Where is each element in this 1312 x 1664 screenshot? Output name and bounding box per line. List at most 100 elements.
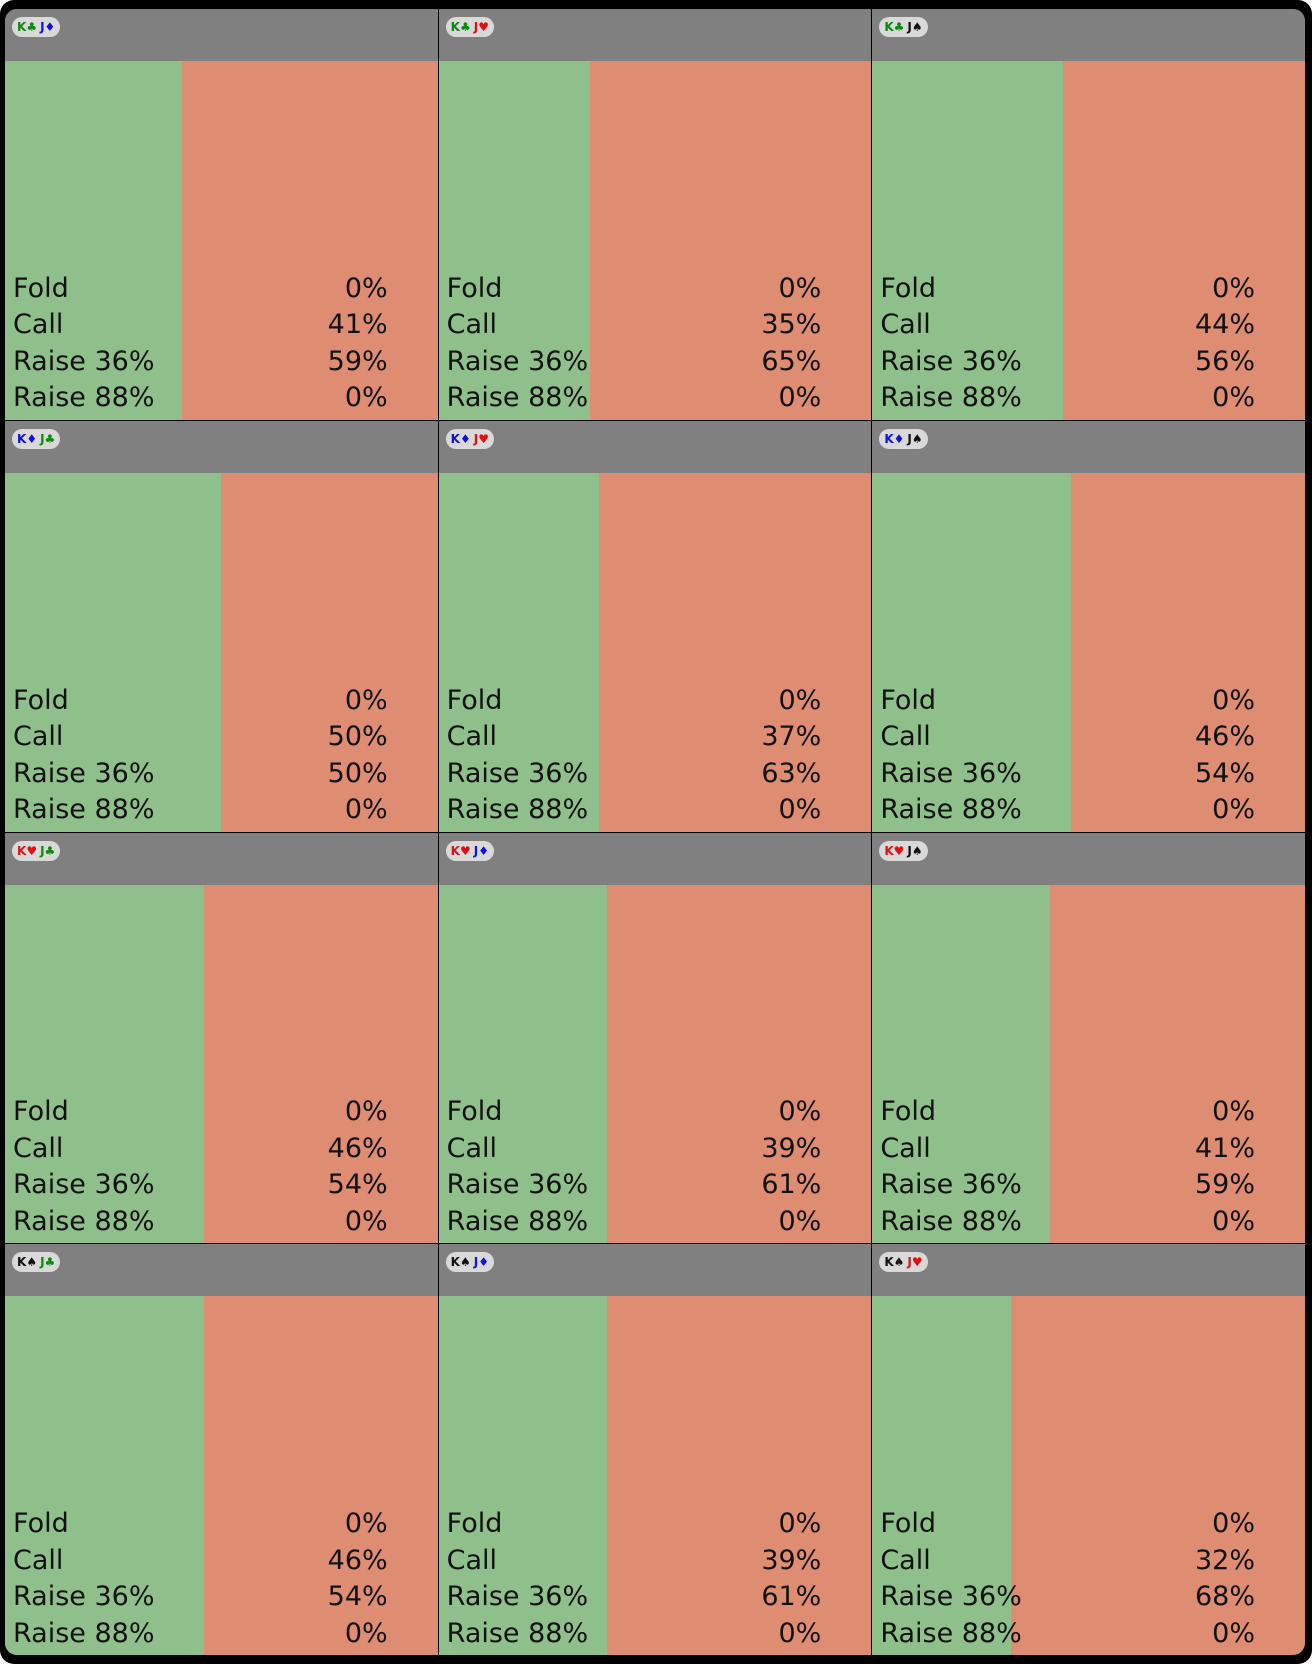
raise-36-row: Raise 36% 68% (880, 1579, 1255, 1616)
raise-88-value: 0% (1212, 794, 1255, 825)
raise-88-value: 0% (344, 794, 388, 825)
card-1: K ♣ (451, 17, 471, 37)
action-stats: Fold 0% Call 41% Raise 36% 59% Raise 88%… (880, 1094, 1255, 1240)
fold-row: Fold 0% (880, 1094, 1255, 1131)
card-1-suit-icon: ♦ (459, 431, 471, 446)
card-2-rank: J (40, 843, 45, 858)
call-label: Call (880, 721, 931, 752)
call-value: 32% (1194, 1544, 1255, 1576)
card-1-rank: K (17, 20, 27, 34)
call-label: Call (880, 1132, 931, 1164)
hand-cell[interactable]: K ♣ J ♦ Fold 0% Call 41% Raise 36% 59% (5, 9, 438, 420)
hand-combo-badge: K ♦ J ♥ (445, 428, 494, 449)
call-value: 41% (327, 309, 388, 341)
raise-36-label: Raise 36% (13, 1169, 155, 1201)
call-frequency-fill (5, 884, 205, 1244)
card-1: K ♣ (884, 17, 904, 37)
call-value: 46% (327, 1544, 388, 1576)
raise-36-label: Raise 36% (446, 1581, 589, 1612)
card-2-rank: J (907, 1255, 912, 1270)
raise-36-value: 54% (327, 1169, 388, 1201)
call-frequency-fill (872, 472, 1072, 832)
hand-header: K ♦ J ♠ (872, 420, 1305, 473)
card-1-suit-icon: ♦ (893, 431, 905, 446)
card-1-rank: K (884, 843, 894, 858)
hand-header: K ♠ J ♦ (438, 1244, 872, 1297)
action-stats: Fold 0% Call 37% Raise 36% 63% Raise 88%… (447, 683, 822, 829)
hand-cell[interactable]: K ♠ J ♥ Fold 0% Call 32% Raise 36% 68% (872, 1244, 1305, 1655)
fold-value: 0% (344, 1096, 388, 1128)
raise-36-row: Raise 36% 54% (13, 1167, 388, 1204)
fold-label: Fold (13, 684, 69, 716)
hand-cell[interactable]: K ♣ J ♥ Fold 0% Call 35% Raise 36% 65% (438, 9, 872, 420)
raise-88-row: Raise 88% 0% (447, 1204, 822, 1241)
raise-36-label: Raise 36% (880, 1169, 1022, 1201)
hand-combo-badge: K ♣ J ♦ (12, 17, 61, 37)
raise-88-row: Raise 88% 0% (13, 1204, 388, 1241)
call-row: Call 35% (447, 307, 822, 344)
raise-36-row: Raise 36% 50% (13, 756, 388, 793)
card-2: J ♦ (40, 17, 55, 37)
raise-88-value: 0% (1212, 1617, 1255, 1649)
raise-36-value: 56% (1194, 345, 1255, 377)
raise-36-value: 63% (761, 757, 822, 789)
hand-cell[interactable]: K ♥ J ♠ Fold 0% Call 41% Raise 36% 59% (872, 832, 1305, 1244)
raise-88-value: 0% (778, 1617, 822, 1649)
hand-combo-badge: K ♦ J ♠ (879, 428, 928, 449)
raise-36-row: Raise 36% 54% (880, 756, 1255, 793)
raise-88-label: Raise 88% (446, 1205, 589, 1237)
raise-36-value: 54% (1194, 757, 1255, 789)
fold-label: Fold (446, 272, 503, 304)
fold-value: 0% (778, 272, 822, 304)
raise-88-row: Raise 88% 0% (880, 792, 1255, 829)
card-1: K ♦ (17, 429, 37, 449)
card-2-suit-icon: ♠ (911, 431, 923, 446)
hand-combo-badge: K ♥ J ♣ (12, 840, 61, 861)
raise-88-row: Raise 88% 0% (447, 792, 822, 829)
raise-88-row: Raise 88% 0% (880, 380, 1255, 417)
card-2-rank: J (40, 1255, 45, 1270)
raise-36-label: Raise 36% (446, 1169, 589, 1201)
fold-value: 0% (344, 272, 388, 304)
hand-combo-badge: K ♥ J ♦ (445, 840, 494, 861)
hand-cell[interactable]: K ♣ J ♠ Fold 0% Call 44% Raise 36% 56% (872, 9, 1305, 420)
hand-cell[interactable]: K ♦ J ♥ Fold 0% Call 37% Raise 36% 63% (438, 420, 872, 832)
raise-88-row: Raise 88% 0% (880, 1204, 1255, 1241)
call-row: Call 41% (880, 1131, 1255, 1168)
hand-cell[interactable]: K ♥ J ♦ Fold 0% Call 39% Raise 36% 61% (438, 832, 872, 1244)
hand-cell[interactable]: K ♦ J ♠ Fold 0% Call 46% Raise 36% 54% (872, 420, 1305, 832)
call-frequency-fill (872, 884, 1050, 1244)
fold-row: Fold 0% (880, 1506, 1255, 1543)
hand-header: K ♣ J ♠ (872, 9, 1305, 61)
card-2: J ♥ (474, 429, 489, 449)
card-2-rank: J (473, 1255, 479, 1270)
card-2-rank: J (40, 431, 45, 446)
hand-header: K ♥ J ♣ (5, 832, 438, 885)
raise-88-value: 0% (778, 794, 822, 825)
hand-cell[interactable]: K ♦ J ♣ Fold 0% Call 50% Raise 36% 50% (5, 420, 438, 832)
card-2: J ♦ (474, 841, 489, 861)
hand-cell[interactable]: K ♠ J ♦ Fold 0% Call 39% Raise 36% 61% (438, 1244, 872, 1655)
fold-label: Fold (880, 1096, 937, 1128)
raise-88-label: Raise 88% (13, 794, 155, 825)
hand-combo-badge: K ♥ J ♠ (879, 840, 928, 861)
call-frequency-fill (5, 472, 222, 832)
hand-cell[interactable]: K ♥ J ♣ Fold 0% Call 46% Raise 36% 54% (5, 832, 438, 1244)
card-2: J ♣ (40, 1252, 55, 1272)
card-1: K ♦ (451, 429, 471, 449)
raise-36-label: Raise 36% (13, 757, 155, 789)
call-frequency-fill (438, 472, 599, 832)
card-1: K ♦ (884, 429, 904, 449)
hand-cell[interactable]: K ♠ J ♣ Fold 0% Call 46% Raise 36% 54% (5, 1244, 438, 1655)
card-2-suit-icon: ♣ (44, 843, 56, 858)
call-value: 44% (1194, 309, 1255, 341)
call-row: Call 41% (13, 307, 388, 344)
raise-36-row: Raise 36% 59% (880, 1167, 1255, 1204)
raise-88-label: Raise 88% (446, 382, 589, 414)
card-1-suit-icon: ♥ (893, 843, 905, 858)
card-2: J ♦ (474, 1252, 489, 1272)
call-frequency-fill (438, 884, 608, 1244)
card-2: J ♠ (907, 429, 922, 449)
action-stats: Fold 0% Call 46% Raise 36% 54% Raise 88%… (13, 1094, 388, 1240)
